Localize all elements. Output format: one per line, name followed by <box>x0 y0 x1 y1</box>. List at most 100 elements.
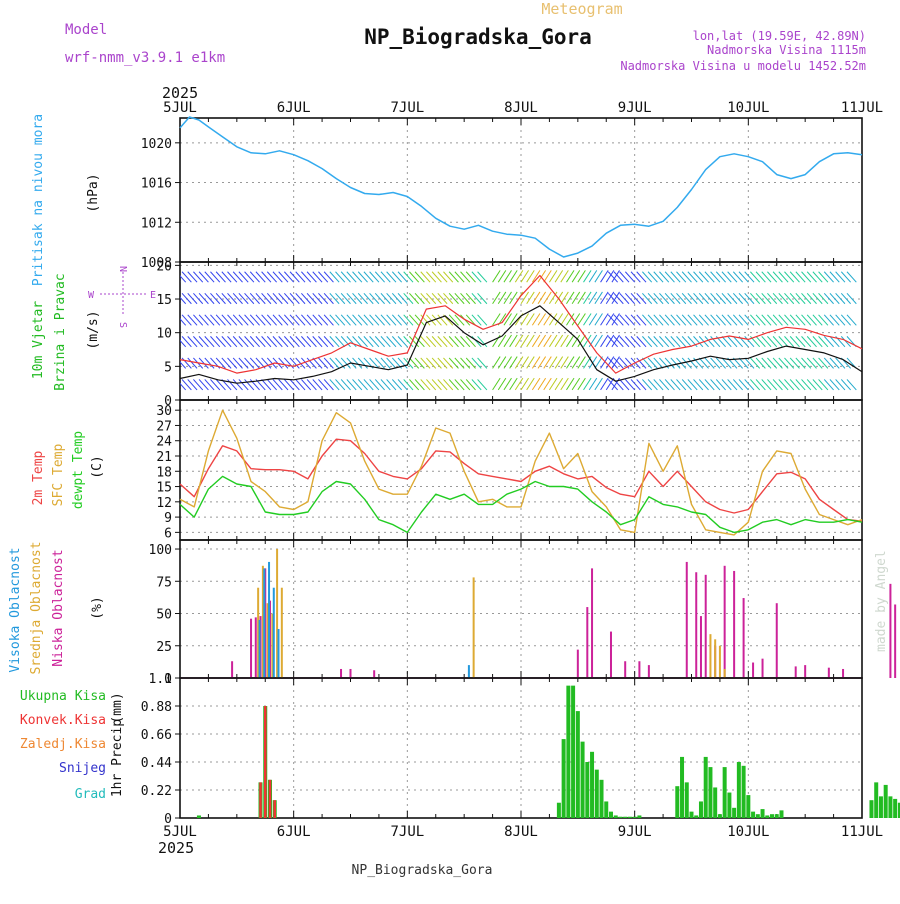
wind-arrow <box>823 271 834 283</box>
wind-arrow <box>664 314 675 326</box>
precip-bar <box>599 779 604 818</box>
wind-arrow <box>323 314 334 326</box>
wind-arrow <box>537 270 547 283</box>
cloud-bar <box>723 565 726 678</box>
wind-arrow <box>380 379 391 391</box>
wind-arrow <box>755 357 766 369</box>
precip-bar <box>893 798 898 818</box>
wind-arrow <box>554 377 564 391</box>
wind-arrow <box>613 357 624 369</box>
wind-arrow <box>272 379 283 391</box>
wind-arrow <box>369 292 380 305</box>
wind-arrow <box>659 336 670 348</box>
wind-arrow <box>249 292 260 305</box>
precip-bar <box>680 756 685 818</box>
wind-arrow <box>676 292 687 305</box>
wind-arrow <box>636 314 647 326</box>
wind-arrow <box>543 377 552 391</box>
wind-arrow <box>619 336 630 348</box>
wind-arrow <box>806 379 817 391</box>
wind-arrow <box>244 314 255 326</box>
wind-arrow <box>687 292 698 305</box>
pressure-unit: (hPa) <box>86 173 101 212</box>
wind-arrow <box>244 271 255 283</box>
wind-arrow <box>687 314 698 326</box>
wind-arrow <box>261 357 272 369</box>
wind-arrow <box>397 292 408 305</box>
wind-arrow <box>221 292 232 305</box>
precip-bar <box>779 810 784 818</box>
precip-bar <box>268 779 272 818</box>
cloud-bar <box>704 574 707 678</box>
wind-arrow <box>352 357 363 369</box>
wind-arrow <box>548 377 558 391</box>
wind-arrow <box>554 356 564 369</box>
wind-arrow <box>329 336 340 348</box>
ytick-label: 21 <box>156 450 172 465</box>
wind-arrow <box>448 379 459 391</box>
wind-arrow <box>744 357 755 369</box>
wind-arrow <box>386 271 397 283</box>
wind-arrow <box>403 336 414 348</box>
wind-arrow <box>693 336 704 348</box>
wind-arrow <box>204 336 215 348</box>
wind-arrow <box>180 382 187 391</box>
wind-arrow <box>789 292 800 305</box>
wind-arrow <box>514 334 524 348</box>
wind-arrow <box>193 271 204 283</box>
wind-arrow <box>301 357 312 369</box>
wind-arrow <box>215 357 226 369</box>
wind-arrow <box>323 357 334 369</box>
precip-bar <box>585 762 590 818</box>
wind-arrow <box>306 292 317 305</box>
wind-arrow <box>715 314 726 326</box>
wind-arrow <box>806 336 817 348</box>
wind-arrow <box>471 292 482 305</box>
wind-arrow <box>278 314 289 326</box>
wind-arrow <box>749 357 761 369</box>
ytick-label: 100 <box>149 543 172 558</box>
wind-arrow <box>408 271 420 283</box>
wind-arrow <box>761 357 772 369</box>
temp-ylabel: 2m Temp SFC Temp dewpt Temp (C) <box>31 431 105 509</box>
wind-arrow <box>318 292 329 305</box>
wind-arrow <box>789 314 800 326</box>
wind-arrow <box>181 271 192 283</box>
wind-arrow <box>721 292 732 305</box>
wind-arrow <box>829 292 840 305</box>
wind-arrow <box>543 291 552 305</box>
ytick-label: 18 <box>156 465 172 480</box>
cloud-bar <box>695 572 698 678</box>
wind-arrow <box>835 271 846 283</box>
wind-arrow <box>744 271 755 283</box>
wind-arrow <box>647 314 658 326</box>
wind-arrow <box>397 336 408 348</box>
wind-arrow <box>560 377 569 391</box>
wind-arrow <box>526 377 535 391</box>
wind-arrow <box>630 271 641 283</box>
wind-arrow <box>818 314 829 326</box>
wind-arrow <box>397 357 408 369</box>
wind-arrow <box>772 314 783 326</box>
wind-arrow <box>266 314 277 326</box>
precip-bar <box>613 815 618 818</box>
wind-arrow <box>605 313 615 326</box>
wind-arrow <box>180 389 181 390</box>
wind-arrow <box>363 314 374 326</box>
ytick-label: 0.88 <box>141 700 172 715</box>
wind-arrow <box>380 336 391 348</box>
wind-arrow <box>204 314 215 326</box>
wind-arrow <box>801 292 812 305</box>
wind-arrow <box>789 271 800 283</box>
wind-arrow <box>278 336 289 348</box>
precip-bar <box>741 765 746 818</box>
wind-arrow <box>289 336 300 348</box>
wind-arrow <box>443 379 454 391</box>
wind-arrow <box>801 357 812 369</box>
wind-arrow <box>619 271 630 283</box>
wind-arrow <box>266 292 277 305</box>
wind-arrow <box>611 270 620 283</box>
wind-arrows <box>180 270 857 391</box>
wind-arrow <box>431 336 442 348</box>
wind-arrow <box>431 271 442 283</box>
